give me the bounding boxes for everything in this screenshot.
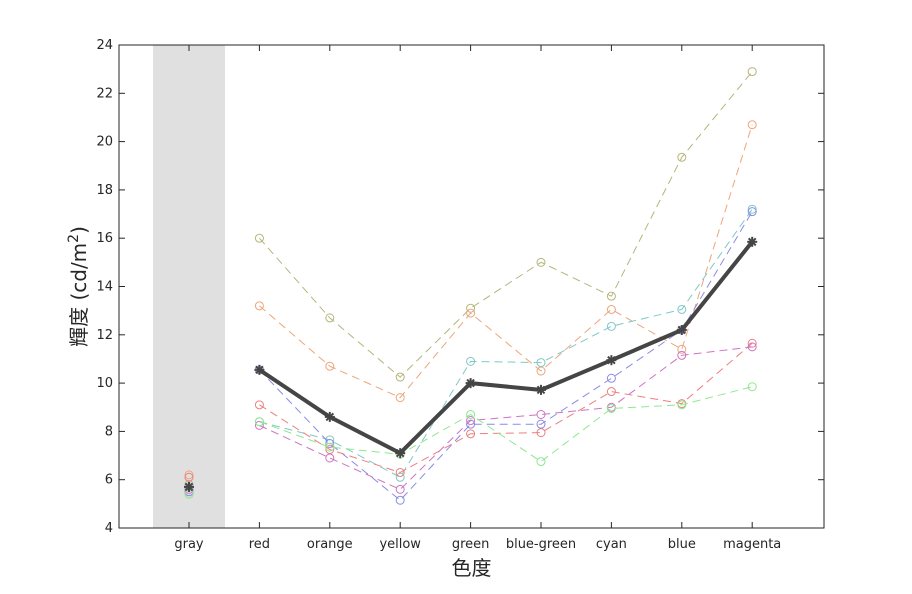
data-point (536, 428, 546, 438)
y-tick-label: 20 (96, 135, 113, 150)
series-6 (184, 382, 757, 499)
data-point (325, 453, 335, 463)
series-line (259, 386, 753, 463)
data-point (466, 416, 476, 426)
data-point (536, 384, 546, 395)
series-line (259, 211, 753, 501)
series-2 (184, 204, 757, 492)
y-tick-label: 22 (96, 86, 113, 101)
data-point (606, 403, 616, 413)
x-tick-label: magenta (723, 537, 781, 552)
data-point (677, 400, 687, 410)
y-axis-label-sup: 2 (66, 234, 82, 243)
data-point (325, 442, 335, 452)
data-point (606, 387, 616, 397)
x-tick-label: yellow (379, 537, 421, 552)
series-line (259, 208, 753, 478)
data-point (325, 438, 335, 448)
x-tick-label: gray (174, 537, 204, 552)
data-point (606, 291, 616, 301)
data-point (677, 152, 687, 162)
data-point (747, 67, 757, 77)
data-point (466, 409, 476, 419)
data-point (395, 472, 405, 482)
y-axis-label-main: 輝度 (cd/m (67, 243, 91, 347)
data-point (606, 304, 616, 314)
data-point (395, 393, 405, 403)
x-tick-label: orange (307, 537, 353, 552)
series-layer (184, 67, 758, 505)
x-axis-label: 色度 (452, 556, 492, 580)
data-point (325, 313, 335, 323)
data-point (184, 481, 194, 492)
data-point (254, 364, 265, 375)
data-point (395, 467, 405, 477)
data-point (254, 417, 264, 427)
y-tick-label: 16 (96, 231, 113, 246)
series-7 (184, 236, 758, 492)
data-point (254, 400, 264, 410)
data-point (466, 356, 476, 366)
data-point (677, 304, 687, 314)
data-point (466, 308, 476, 318)
data-point (184, 472, 194, 482)
data-point (747, 236, 758, 247)
x-axis: gray red orange yellow green blue-green cyan bl… (174, 45, 781, 552)
y-tick-label: 8 (105, 424, 113, 439)
data-point (747, 120, 757, 130)
series-line (258, 240, 754, 456)
x-tick-label: red (249, 537, 270, 552)
y-tick-label: 4 (105, 521, 113, 536)
data-point (254, 301, 264, 311)
x-tick-label: blue-green (506, 537, 576, 552)
y-tick-label: 12 (96, 328, 113, 343)
data-point (677, 344, 687, 354)
data-point (747, 342, 757, 352)
data-point (676, 324, 687, 335)
series-line (259, 342, 753, 474)
data-point (465, 378, 476, 389)
data-point (536, 358, 546, 368)
data-point (395, 495, 405, 505)
series-1 (184, 120, 757, 480)
series-line (259, 71, 753, 378)
data-point (677, 350, 687, 360)
data-point (254, 233, 264, 243)
data-point (325, 361, 335, 371)
series-line (259, 124, 753, 399)
y-axis-label: 輝度 (cd/m2) (66, 226, 91, 347)
data-point (747, 207, 757, 217)
data-point (536, 457, 546, 467)
data-point (466, 429, 476, 439)
data-point (395, 484, 405, 494)
y-axis: 4 6 8 10 12 14 16 18 20 22 24 (96, 38, 824, 536)
data-point (536, 409, 546, 419)
data-point (254, 420, 264, 430)
data-point (184, 470, 194, 480)
data-point (606, 355, 617, 366)
highlight-band-gray (153, 45, 225, 528)
x-tick-label: blue (668, 537, 696, 552)
y-tick-label: 6 (105, 473, 113, 488)
data-point (606, 373, 616, 383)
data-point (747, 382, 757, 392)
y-tick-label: 10 (96, 376, 113, 391)
y-axis-label-close: ) (67, 226, 91, 234)
data-point (747, 204, 757, 214)
y-tick-label: 18 (96, 183, 113, 198)
data-point (395, 448, 406, 459)
series-0 (184, 67, 757, 490)
data-point (606, 321, 616, 331)
data-point (324, 411, 335, 422)
x-tick-label: cyan (596, 537, 627, 552)
series-line (259, 346, 753, 490)
data-point (395, 372, 405, 382)
data-point (536, 257, 546, 267)
y-tick-label: 24 (96, 38, 113, 53)
data-point (466, 303, 476, 313)
series-3 (184, 207, 757, 505)
x-tick-label: green (452, 537, 490, 552)
y-tick-label: 14 (96, 280, 113, 295)
